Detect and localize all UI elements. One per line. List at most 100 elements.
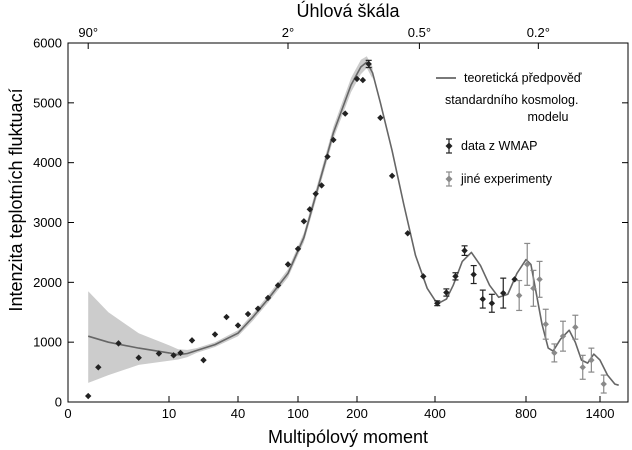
- legend-label: jiné experimenty: [460, 172, 553, 186]
- y-tick-label: 4000: [33, 155, 62, 170]
- wmap-marker: [223, 313, 230, 321]
- wmap-point: [353, 75, 361, 83]
- variance-band-layer: [88, 56, 373, 383]
- wmap-marker: [511, 276, 518, 283]
- wmap-point: [306, 206, 313, 213]
- wmap-marker: [434, 300, 441, 307]
- wmap-point: [488, 293, 496, 313]
- other-point: [559, 320, 567, 352]
- wmap-point: [300, 218, 308, 225]
- wmap-marker: [188, 337, 196, 344]
- wmap-point: [155, 350, 163, 357]
- wmap-marker: [353, 75, 361, 83]
- wmap-point: [274, 282, 282, 289]
- wmap-marker: [365, 60, 372, 68]
- other-marker: [572, 324, 579, 331]
- wmap-point: [461, 245, 468, 257]
- other-point: [542, 308, 549, 340]
- wmap-marker: [359, 76, 367, 84]
- top-tick-label: 2°: [282, 25, 294, 40]
- wmap-point: [318, 182, 325, 189]
- variance-band: [88, 56, 373, 383]
- wmap-point: [135, 354, 142, 361]
- legend-label: standardního kosmolog.: [445, 93, 578, 107]
- legend-label: data z WMAP: [461, 139, 537, 153]
- wmap-point: [388, 172, 396, 180]
- wmap-point: [443, 288, 450, 297]
- wmap-point: [254, 305, 262, 312]
- x-tick-label: 100: [287, 406, 309, 421]
- wmap-marker: [318, 182, 325, 189]
- top-axis-title: Úhlová škála: [296, 0, 400, 21]
- x-tick-label: 200: [346, 406, 368, 421]
- wmap-point: [264, 294, 272, 302]
- y-tick-label: 5000: [33, 95, 62, 110]
- wmap-marker: [170, 352, 177, 359]
- wmap-marker: [479, 295, 486, 303]
- wmap-point: [479, 289, 486, 309]
- wmap-marker: [264, 294, 272, 302]
- other-marker: [530, 285, 537, 292]
- y-tick-label: 3000: [33, 215, 62, 230]
- wmap-marker: [377, 114, 384, 121]
- other-point: [530, 269, 537, 307]
- wmap-point: [211, 331, 219, 338]
- y-tick-label: 0: [55, 395, 62, 410]
- wmap-marker: [461, 247, 468, 254]
- wmap-marker: [135, 354, 142, 361]
- top-tick-label: 0.2°: [527, 25, 550, 40]
- wmap-point: [404, 230, 411, 237]
- x-tick-label: 40: [231, 406, 245, 421]
- wmap-marker: [95, 364, 102, 371]
- other-point: [579, 354, 586, 380]
- other-point: [600, 374, 607, 394]
- other-point: [588, 347, 595, 373]
- top-tick-label: 90°: [78, 25, 98, 40]
- wmap-marker: [244, 310, 252, 318]
- other-marker: [588, 356, 595, 364]
- y-tick-label: 6000: [33, 36, 62, 51]
- wmap-marker: [254, 305, 262, 312]
- wmap-marker: [300, 218, 308, 225]
- top-tick-label: 0.5°: [408, 25, 431, 40]
- y-axis-title: Intenzita teplotních fluktuací: [6, 88, 26, 311]
- wmap-point: [95, 364, 102, 371]
- wmap-point: [188, 337, 196, 344]
- x-tick-label: 1400: [586, 406, 615, 421]
- other-point: [515, 279, 523, 312]
- wmap-marker: [342, 110, 349, 117]
- wmap-point: [511, 276, 518, 283]
- other-marker: [524, 261, 531, 268]
- other-point: [524, 242, 531, 286]
- wmap-marker: [115, 340, 122, 347]
- wmap-marker: [211, 331, 219, 338]
- wmap-marker: [452, 273, 459, 280]
- x-tick-label: 800: [515, 406, 537, 421]
- data-points-layer: [85, 59, 607, 400]
- wmap-point: [342, 110, 349, 117]
- wmap-point: [234, 322, 242, 329]
- wmap-marker: [443, 289, 450, 296]
- y-tick-label: 1000: [33, 335, 62, 350]
- other-marker: [559, 332, 567, 340]
- wmap-marker: [294, 245, 302, 253]
- wmap-point: [244, 310, 252, 318]
- other-point: [536, 260, 543, 298]
- other-marker: [551, 349, 558, 357]
- wmap-marker: [500, 289, 507, 297]
- wmap-point: [223, 313, 230, 321]
- wmap-marker: [330, 136, 337, 144]
- x-tick-label: 10: [162, 406, 176, 421]
- x-tick-label: 0: [64, 406, 71, 421]
- wmap-marker: [274, 282, 282, 289]
- wmap-point: [200, 356, 207, 364]
- other-marker: [515, 292, 523, 299]
- wmap-point: [377, 114, 384, 121]
- wmap-point: [294, 245, 302, 253]
- wmap-marker: [420, 273, 427, 280]
- other-marker: [542, 321, 549, 328]
- x-axis-title: Multipólový moment: [268, 427, 428, 447]
- wmap-marker: [488, 300, 496, 307]
- wmap-point: [470, 264, 477, 285]
